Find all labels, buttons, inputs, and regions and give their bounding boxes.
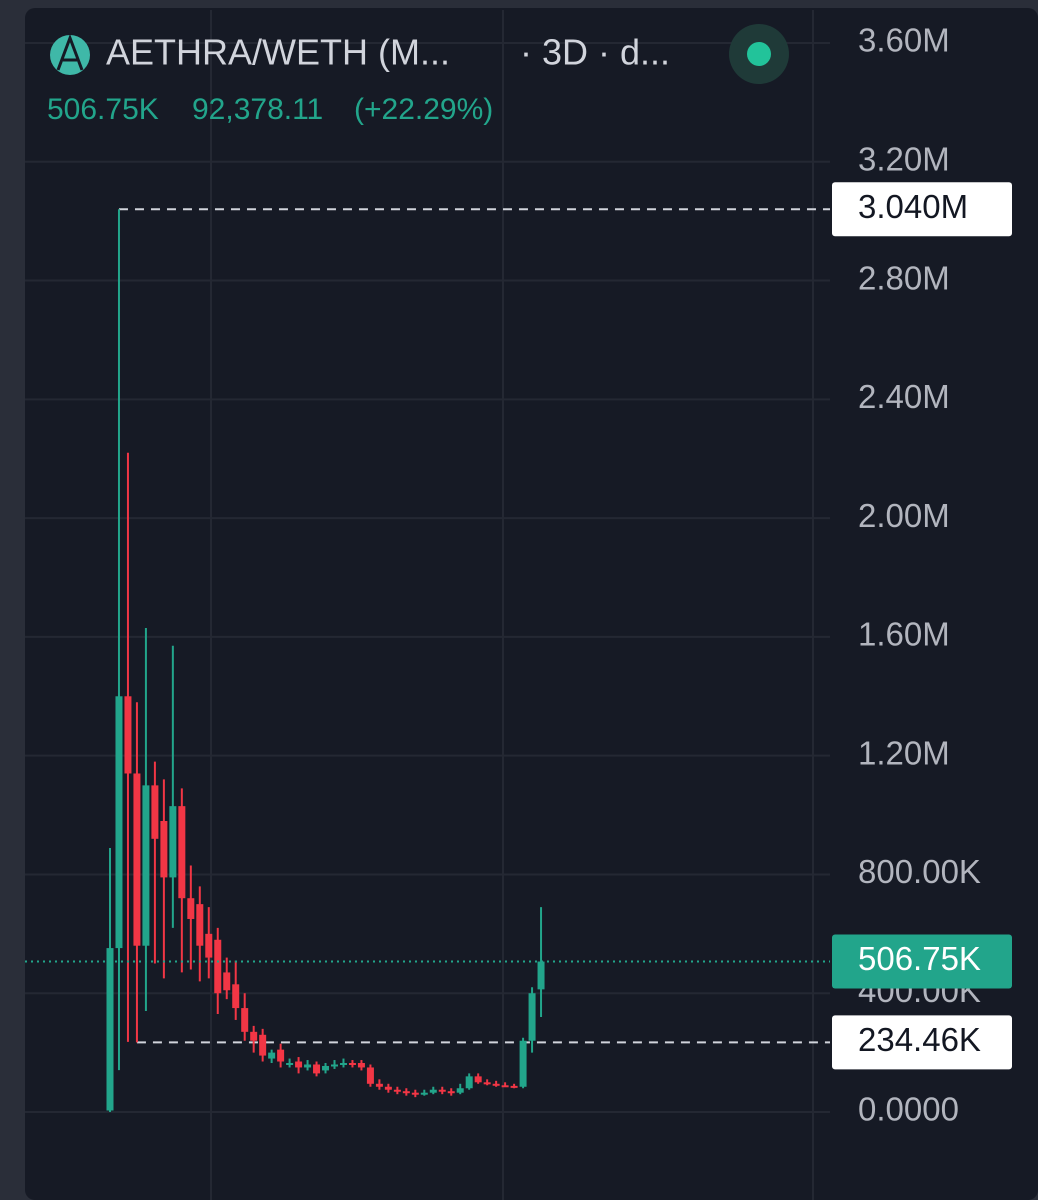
candle-body bbox=[169, 806, 177, 878]
candle-body bbox=[447, 1091, 455, 1094]
candle-body bbox=[187, 898, 195, 919]
last-price-box bbox=[832, 934, 1012, 989]
candle-body bbox=[483, 1082, 491, 1085]
status-dot bbox=[747, 42, 771, 66]
candle-body bbox=[250, 1031, 258, 1041]
candle-body bbox=[420, 1092, 428, 1095]
legend-price: 506.75K bbox=[47, 93, 159, 126]
candle-body bbox=[115, 696, 123, 949]
candle-body bbox=[214, 939, 222, 994]
candle-body bbox=[241, 1008, 249, 1032]
candle-body bbox=[160, 820, 168, 878]
labels: 0.0000400.00K800.00K1.20M1.60M2.00M2.40M… bbox=[832, 22, 1012, 1128]
candle-body bbox=[501, 1085, 509, 1088]
y-tick-label: 0.0000 bbox=[858, 1091, 959, 1128]
y-tick-label: 2.40M bbox=[858, 378, 950, 415]
candle-body bbox=[465, 1076, 473, 1089]
candle-body bbox=[519, 1040, 527, 1087]
candle-body bbox=[178, 806, 186, 899]
candle-body bbox=[232, 984, 240, 1009]
price-label-box bbox=[832, 1015, 1012, 1070]
candle-body bbox=[223, 972, 231, 991]
y-tick-label: 3.20M bbox=[858, 140, 950, 177]
legend-volume: 92,378.11 bbox=[192, 93, 323, 126]
y-tick-label: 3.60M bbox=[858, 22, 950, 59]
grid bbox=[25, 42, 830, 1113]
candle-body bbox=[142, 785, 150, 946]
y-tick-label: 1.60M bbox=[858, 616, 950, 653]
candle-body bbox=[259, 1034, 267, 1056]
candle-body bbox=[456, 1088, 464, 1093]
price-label: 234.46K bbox=[858, 1021, 981, 1058]
candle-body bbox=[286, 1063, 294, 1066]
candle-body bbox=[348, 1063, 356, 1066]
panel bbox=[25, 8, 1038, 1200]
y-tick-label: 1.20M bbox=[858, 734, 950, 771]
y-tick-label: 2.80M bbox=[858, 259, 950, 296]
candle-body bbox=[537, 961, 545, 990]
candle-body bbox=[474, 1076, 482, 1083]
y-tick-label: 800.00K bbox=[858, 853, 981, 890]
last-price-label: 506.75K bbox=[858, 940, 981, 977]
candle-body bbox=[510, 1085, 518, 1088]
candle-body bbox=[277, 1049, 285, 1062]
candle-body bbox=[331, 1064, 338, 1067]
candle-body bbox=[322, 1065, 330, 1071]
candle-body bbox=[339, 1063, 347, 1066]
price-label: 3.040M bbox=[858, 188, 968, 225]
candle-body bbox=[393, 1089, 401, 1092]
candle-body bbox=[106, 948, 114, 1111]
symbol-title[interactable]: AETHRA/WETH (M... bbox=[106, 32, 450, 73]
candle-body bbox=[375, 1083, 383, 1087]
price-label-box bbox=[832, 182, 1012, 237]
candle-body bbox=[196, 904, 204, 946]
candle-body bbox=[268, 1052, 276, 1059]
candle-body bbox=[366, 1067, 374, 1084]
candle-body bbox=[528, 993, 536, 1041]
candle-body bbox=[357, 1063, 365, 1068]
candle-body bbox=[205, 933, 213, 958]
candle-body bbox=[133, 773, 141, 946]
logo-mark bbox=[56, 33, 84, 71]
candle-body bbox=[402, 1091, 410, 1094]
candle-body bbox=[492, 1083, 500, 1086]
candle-body bbox=[438, 1089, 446, 1092]
candle-body bbox=[304, 1064, 312, 1068]
candle-body bbox=[429, 1089, 437, 1093]
candle-body bbox=[124, 696, 132, 774]
interval[interactable]: · 3D · d... bbox=[520, 32, 670, 73]
candle-body bbox=[151, 785, 159, 839]
candle-body bbox=[384, 1086, 392, 1090]
candle-body bbox=[411, 1092, 419, 1095]
candle-body bbox=[295, 1061, 303, 1068]
legend-change: (+22.29%) bbox=[354, 93, 493, 126]
plot bbox=[25, 208, 830, 1112]
candle-body bbox=[313, 1064, 321, 1074]
y-tick-label: 2.00M bbox=[858, 497, 950, 534]
